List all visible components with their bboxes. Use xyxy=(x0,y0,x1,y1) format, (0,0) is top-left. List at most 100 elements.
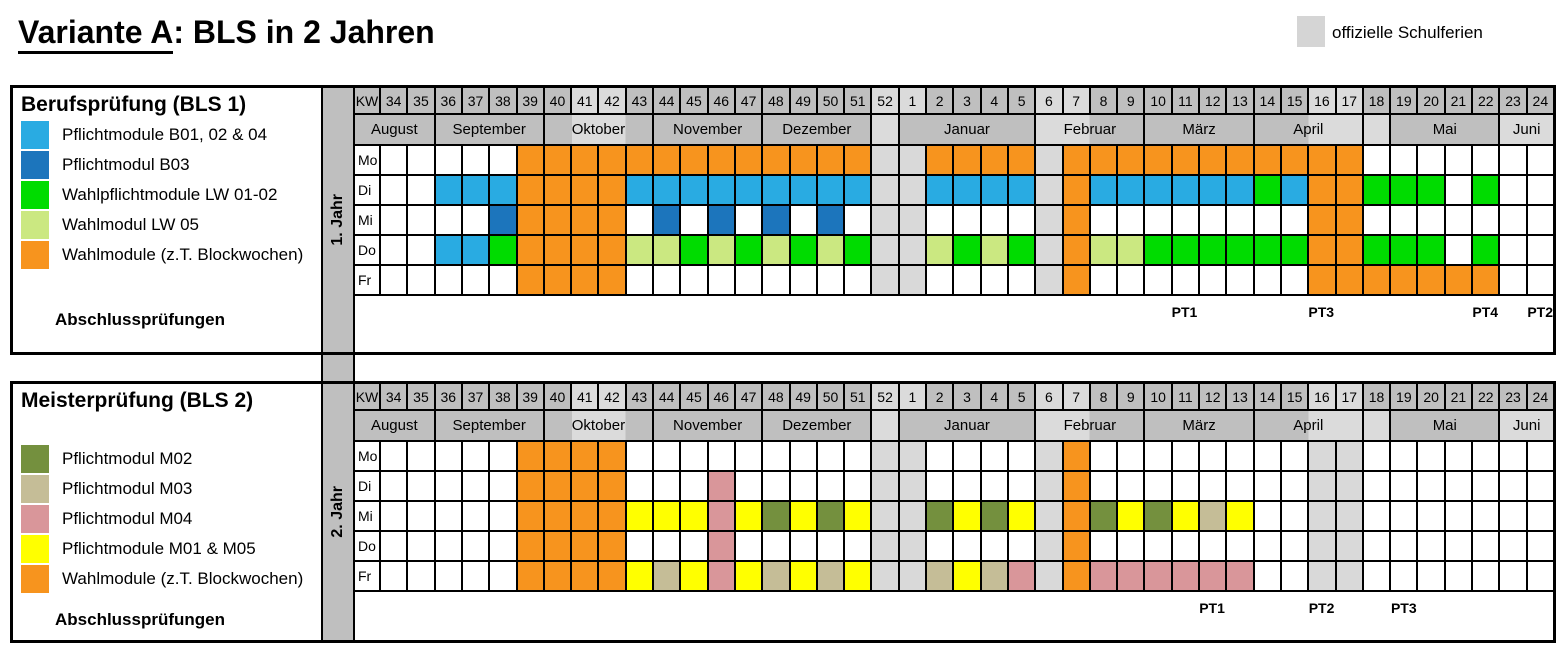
month-cell xyxy=(1363,411,1390,440)
legend-label: Pflichtmodule M01 & M05 xyxy=(62,539,256,558)
schedule-cell xyxy=(927,266,953,294)
legend-swatch xyxy=(21,181,49,209)
month-cell: März xyxy=(1145,411,1253,440)
schedule-cell xyxy=(872,206,898,234)
schedule-cell xyxy=(435,562,461,590)
kw-week-cell: 3 xyxy=(954,384,980,409)
kw-week-cell: 18 xyxy=(1363,384,1390,409)
schedule-cell xyxy=(1008,236,1035,264)
legend-swatch xyxy=(21,505,49,533)
legend-label: Pflichtmodul B03 xyxy=(62,155,190,174)
schedule-cell xyxy=(599,266,625,294)
schedule-cell xyxy=(899,176,926,204)
schedule-cell xyxy=(1418,502,1444,530)
schedule-cell xyxy=(544,532,571,560)
schedule-cell xyxy=(626,176,653,204)
schedule-cell xyxy=(626,472,653,500)
schedule-cell xyxy=(954,442,980,470)
schedule-cell xyxy=(1418,236,1444,264)
schedule-cell xyxy=(954,532,980,560)
schedule-cell xyxy=(490,266,516,294)
schedule-cell xyxy=(899,236,926,264)
schedule-cell xyxy=(462,146,489,174)
schedule-cell xyxy=(899,266,926,294)
schedule-cell xyxy=(1008,502,1035,530)
legend-swatch xyxy=(21,565,49,593)
schedule-cell xyxy=(927,206,953,234)
schedule-cell xyxy=(817,472,844,500)
kw-week-cell: 48 xyxy=(763,384,789,409)
schedule-cell xyxy=(1145,206,1171,234)
schedule-cell xyxy=(1254,176,1280,204)
schedule-cell xyxy=(1036,532,1062,560)
schedule-cell xyxy=(599,442,625,470)
schedule-cell xyxy=(572,146,598,174)
schedule-cell xyxy=(1363,562,1390,590)
schedule-cell xyxy=(490,562,516,590)
month-cell: Dezember xyxy=(763,115,871,144)
schedule-cell xyxy=(1281,266,1308,294)
month-cell: Mai xyxy=(1391,115,1499,144)
kw-week-cell: 7 xyxy=(1063,384,1089,409)
month-cell: August xyxy=(355,115,434,144)
kw-week-cell: 2 xyxy=(927,384,953,409)
schedule-cell xyxy=(654,206,680,234)
schedule-cell xyxy=(626,236,653,264)
schedule-cell xyxy=(817,442,844,470)
schedule-cell xyxy=(1063,206,1089,234)
schedule-cell xyxy=(599,472,625,500)
schedule-cell xyxy=(381,472,407,500)
schedule-cell xyxy=(954,206,980,234)
schedule-cell xyxy=(1227,442,1253,470)
kw-week-cell: 34 xyxy=(381,88,407,113)
schedule-cell xyxy=(1309,472,1335,500)
divider-left-gap xyxy=(10,355,321,381)
schedule-cell xyxy=(763,236,789,264)
schedule-cell xyxy=(735,176,762,204)
schedule-cell xyxy=(1391,236,1417,264)
kw-week-cell: 9 xyxy=(1118,384,1144,409)
schedule-cell xyxy=(1145,176,1171,204)
kw-week-cell: 51 xyxy=(845,384,871,409)
schedule-cell xyxy=(1336,266,1362,294)
legend-swatch xyxy=(21,211,49,239)
title-variant: Variante A xyxy=(18,14,174,54)
schedule-cell xyxy=(626,562,653,590)
schedule-cell xyxy=(872,472,898,500)
schedule-cell xyxy=(735,502,762,530)
schedule-cell xyxy=(790,502,816,530)
month-cell: Juni xyxy=(1500,411,1553,440)
schedule-cell xyxy=(544,266,571,294)
schedule-cell xyxy=(1227,266,1253,294)
kw-week-cell: 18 xyxy=(1363,88,1390,113)
year-strip-year2: 2. Jahr xyxy=(321,384,355,640)
schedule-cell xyxy=(1172,502,1199,530)
schedule-cell xyxy=(654,442,680,470)
kw-week-cell: 21 xyxy=(1445,88,1472,113)
kw-week-cell: 46 xyxy=(708,384,734,409)
schedule-cell xyxy=(763,206,789,234)
schedule-cell xyxy=(599,146,625,174)
schedule-cell xyxy=(817,266,844,294)
month-cell: Oktober xyxy=(544,411,653,440)
schedule-cell xyxy=(899,472,926,500)
schedule-cell xyxy=(845,502,871,530)
schedule-cell xyxy=(1281,146,1308,174)
day-label: Di xyxy=(355,176,379,204)
schedule-cell xyxy=(1336,442,1362,470)
schedule-cell xyxy=(845,562,871,590)
schedule-cell xyxy=(708,562,734,590)
kw-week-cell: 44 xyxy=(654,384,680,409)
schedule-cell xyxy=(1008,442,1035,470)
schedule-cell xyxy=(1500,206,1526,234)
exam-marker: PT1 xyxy=(1199,600,1225,616)
month-cell: September xyxy=(435,115,543,144)
legend-label: Wahlmodule (z.T. Blockwochen) xyxy=(62,569,304,588)
schedule-cell xyxy=(981,442,1007,470)
schedule-cell xyxy=(1145,502,1171,530)
schedule-cell xyxy=(1145,146,1171,174)
month-cell: September xyxy=(435,411,543,440)
kw-week-cell: 45 xyxy=(681,88,707,113)
schedule-cell xyxy=(544,236,571,264)
